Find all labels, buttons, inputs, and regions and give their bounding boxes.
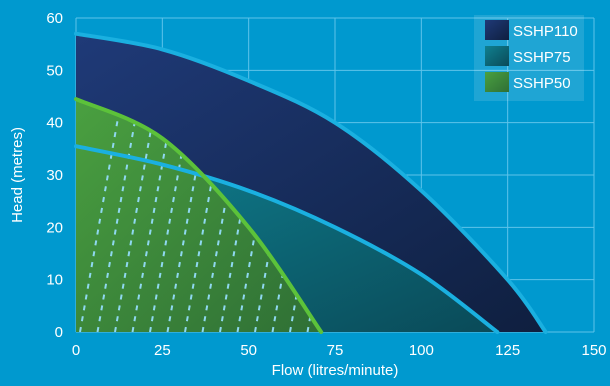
y-tick-label: 0 bbox=[55, 324, 63, 341]
y-tick-label: 10 bbox=[46, 272, 63, 289]
hatch-line bbox=[149, 117, 189, 332]
y-axis-label: Head (metres) bbox=[9, 127, 26, 223]
hatch-line bbox=[236, 117, 277, 332]
x-tick-label: 125 bbox=[495, 342, 520, 359]
hatch-line bbox=[166, 117, 207, 332]
hatch-line bbox=[131, 117, 172, 332]
hatch-line bbox=[114, 117, 154, 332]
hatch-line bbox=[271, 117, 312, 332]
y-tick-label: 50 bbox=[46, 62, 63, 79]
x-axis-ticks: 0 25 50 75 100 125 150 bbox=[72, 342, 607, 359]
x-tick-label: 50 bbox=[240, 342, 257, 359]
hatch-pattern bbox=[79, 117, 322, 332]
legend-label-SSHP50: SSHP50 bbox=[513, 75, 571, 92]
series-line-SSHP75 bbox=[74, 144, 500, 334]
hatch-line bbox=[96, 117, 137, 332]
x-tick-label: 150 bbox=[581, 342, 606, 359]
series-line-SSHP50 bbox=[74, 97, 324, 334]
hatch-line bbox=[254, 117, 294, 332]
x-tick-label: 25 bbox=[154, 342, 171, 359]
y-axis-ticks: 0 10 20 30 40 50 60 bbox=[46, 10, 63, 341]
y-tick-label: 30 bbox=[46, 167, 63, 184]
hatch-line bbox=[79, 117, 119, 332]
series-lines bbox=[74, 31, 548, 334]
x-tick-label: 0 bbox=[72, 342, 80, 359]
y-tick-label: 40 bbox=[46, 115, 63, 132]
legend-label-SSHP110: SSHP110 bbox=[513, 23, 578, 40]
legend: SSHP110 SSHP75 SSHP50 bbox=[474, 15, 584, 101]
legend-swatch-SSHP50 bbox=[485, 72, 509, 92]
series-areas bbox=[76, 33, 546, 332]
y-tick-label: 20 bbox=[46, 219, 63, 236]
legend-label-SSHP75: SSHP75 bbox=[513, 49, 571, 66]
y-tick-label: 60 bbox=[46, 10, 63, 27]
hatch-line bbox=[201, 117, 242, 332]
series-line-SSHP110 bbox=[74, 31, 548, 334]
hatch-line bbox=[184, 117, 224, 332]
legend-swatch-SSHP110 bbox=[485, 20, 509, 40]
legend-swatch-SSHP75 bbox=[485, 46, 509, 66]
x-tick-label: 100 bbox=[409, 342, 434, 359]
x-tick-label: 75 bbox=[327, 342, 344, 359]
hatch-line bbox=[219, 117, 259, 332]
x-axis-label: Flow (litres/minute) bbox=[272, 362, 399, 379]
